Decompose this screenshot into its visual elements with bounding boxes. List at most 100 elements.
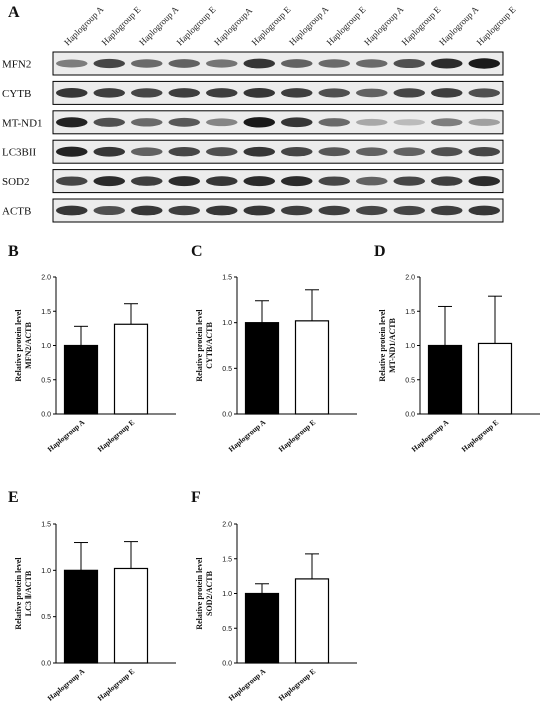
blot-band: [56, 176, 88, 186]
blot-band: [356, 59, 388, 68]
blot-strip: [52, 139, 504, 164]
y-axis-label: Relative protein level: [195, 557, 204, 630]
band-label: SOD2: [2, 176, 30, 188]
blot-band: [393, 58, 425, 69]
band-label: MFN2: [2, 59, 31, 71]
y-tick-label: 1.0: [222, 591, 232, 598]
blot-band: [431, 205, 463, 216]
blot-band: [93, 58, 125, 69]
bar: [244, 322, 280, 415]
x-category-label: Haplogroup E: [96, 418, 137, 454]
blot-band: [243, 176, 275, 187]
blot-band: [431, 147, 463, 157]
blot-band: [168, 147, 200, 157]
blot-strip: [52, 51, 504, 76]
blot-band: [281, 147, 313, 157]
blot-band: [393, 205, 425, 216]
blot-band: [168, 88, 200, 98]
chart-panel-b: B 0.0 0.5 1.0 1.5 2.0 Relative protein level MF…: [8, 243, 176, 454]
y-tick-label: 0.5: [222, 366, 232, 373]
y-axis-label: Relative protein level: [14, 557, 23, 630]
y-axis-label: Relative protein level: [14, 309, 23, 382]
y-axis-label: Relative protein level: [195, 309, 204, 382]
lane-label: HaplogroupA: [212, 5, 254, 47]
y-tick-label: 1.5: [41, 309, 51, 316]
y-axis-label: LC3 Ⅱ/ACTB: [24, 570, 33, 616]
y-tick-label: 2.0: [41, 275, 51, 282]
blot-band: [93, 117, 125, 127]
blot-band: [243, 88, 275, 98]
bar: [244, 592, 280, 664]
y-tick-label: 0.0: [222, 661, 232, 668]
bar: [63, 569, 99, 664]
blot-band: [318, 118, 350, 127]
y-tick-label: 0.0: [41, 412, 51, 419]
blot-band: [393, 119, 425, 126]
blot-band: [318, 88, 350, 98]
blot-band: [356, 118, 388, 126]
y-tick-label: 1.5: [405, 309, 415, 316]
band-label: LC3BII: [2, 147, 37, 159]
blot-band: [206, 118, 238, 127]
band-label: CYTB: [2, 88, 31, 100]
chart-panel-c: C 0.0 0.5 1.0 1.5 Relative protein level CYTB/…: [191, 243, 357, 454]
panel-letter-a: A: [8, 4, 20, 21]
bar: [294, 578, 330, 664]
blot-band: [131, 176, 163, 186]
blot-band: [468, 147, 500, 157]
blot-band: [468, 118, 500, 126]
blot-band: [206, 88, 238, 98]
blot-band: [93, 88, 125, 98]
blot-band: [206, 205, 238, 216]
blot-band: [131, 59, 163, 68]
blot-band: [318, 205, 350, 216]
y-tick-label: 0.5: [222, 626, 232, 633]
panel-letter: D: [374, 243, 386, 260]
blot-strip: [52, 80, 504, 105]
x-category-label: Haplogroup A: [46, 417, 87, 454]
y-tick-label: 1.0: [41, 568, 51, 575]
blot-band: [356, 205, 388, 216]
blot-band: [468, 176, 500, 187]
blot-band: [243, 205, 275, 216]
panel-letter: E: [8, 489, 19, 506]
blot-band: [168, 176, 200, 187]
y-axis-label: MT-ND1/ACTB: [388, 317, 397, 372]
blot-band: [468, 58, 500, 69]
chart-panel-f: F 0.0 0.5 1.0 1.5 2.0 Relative protein level SO…: [191, 489, 357, 703]
blot-band: [168, 205, 200, 216]
blot-band: [56, 146, 88, 157]
blot-band: [56, 117, 88, 128]
blot-band: [431, 118, 463, 127]
blot-band: [318, 176, 350, 186]
x-category-label: Haplogroup A: [46, 666, 87, 703]
y-tick-label: 1.0: [222, 320, 232, 327]
blot-band: [206, 147, 238, 157]
bar: [294, 320, 330, 415]
blot-band: [356, 88, 388, 98]
y-tick-label: 1.5: [222, 556, 232, 563]
blot-strip: [52, 110, 504, 135]
bar: [63, 344, 99, 415]
x-category-label: Haplogroup A: [227, 417, 268, 454]
blot-band: [56, 59, 88, 68]
blot-band: [93, 176, 125, 187]
x-category-label: Haplogroup E: [460, 418, 501, 454]
blot-band: [468, 88, 500, 98]
blot-band: [131, 118, 163, 127]
blot-strip: [52, 198, 504, 223]
chart-panel-d: D 0.0 0.5 1.0 1.5 2.0 Relative protein level MT…: [374, 243, 540, 454]
blot-band: [93, 146, 125, 157]
y-axis-label: CYTB/ACTB: [205, 322, 214, 369]
y-tick-label: 0.5: [41, 614, 51, 621]
blot-band: [168, 117, 200, 127]
blot-band: [318, 59, 350, 68]
bar: [113, 323, 149, 415]
blot-band: [356, 147, 388, 157]
y-tick-label: 0.0: [41, 661, 51, 668]
blot-band: [243, 58, 275, 69]
y-tick-label: 1.0: [41, 343, 51, 350]
